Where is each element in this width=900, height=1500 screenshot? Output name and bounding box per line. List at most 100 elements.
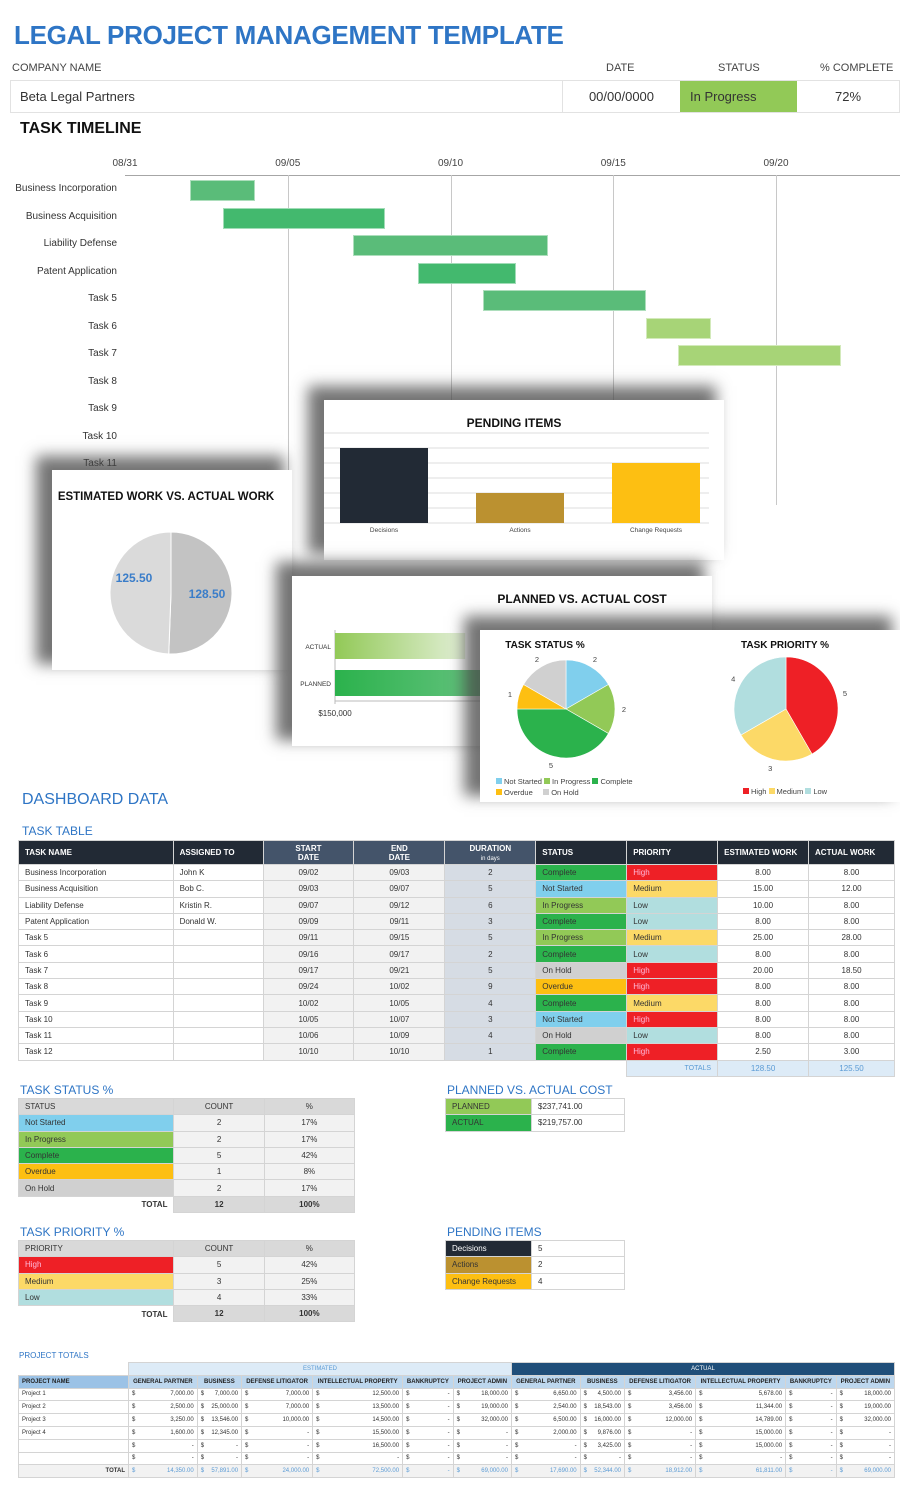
actual-cost-cell[interactable]: - — [795, 1425, 837, 1440]
estimated-cost-cell[interactable]: - — [207, 1451, 243, 1466]
actual-work-cell[interactable]: 8.00 — [808, 1010, 895, 1028]
priority-cell[interactable]: Low — [626, 945, 719, 963]
estimated-cost-cell[interactable]: 32,000.00 — [463, 1413, 512, 1427]
task-name-cell[interactable]: Task 11 — [18, 1026, 174, 1045]
company-field[interactable]: Beta Legal Partners — [11, 81, 563, 112]
status-cell[interactable]: Not Started — [535, 880, 628, 898]
start-date-cell[interactable]: 09/03 — [262, 880, 355, 898]
estimated-cost-cell[interactable]: 2,500.00 — [138, 1400, 198, 1415]
estimated-cost-cell[interactable]: 15,500.00 — [322, 1425, 404, 1440]
estimated-cost-cell[interactable]: 7,000.00 — [251, 1400, 314, 1415]
end-date-cell[interactable]: 10/10 — [353, 1043, 446, 1061]
actual-cost-cell[interactable]: - — [634, 1425, 697, 1440]
task-name-cell[interactable]: Task 5 — [18, 929, 174, 947]
assigned-to-cell[interactable] — [172, 994, 264, 1012]
assigned-to-cell[interactable]: Bob C. — [172, 880, 264, 898]
actual-cost-cell[interactable]: 9,876.00 — [589, 1425, 625, 1440]
actual-cost-cell[interactable]: 15,000.00 — [705, 1425, 787, 1440]
status-cell[interactable]: Overdue — [535, 978, 628, 996]
priority-cell[interactable]: Medium — [626, 994, 719, 1012]
estimated-cost-cell[interactable]: - — [412, 1387, 454, 1402]
task-name-cell[interactable]: Task 12 — [18, 1043, 174, 1061]
estimated-cost-cell[interactable]: - — [412, 1451, 454, 1466]
estimated-cost-cell[interactable]: - — [207, 1438, 243, 1453]
priority-cell[interactable]: High — [626, 978, 719, 996]
estimated-work-cell[interactable]: 8.00 — [717, 945, 810, 963]
actual-cost-cell[interactable]: 14,789.00 — [705, 1413, 787, 1427]
actual-cost-cell[interactable]: - — [521, 1438, 581, 1453]
status-cell[interactable]: Complete — [535, 994, 628, 1012]
end-date-cell[interactable]: 09/12 — [353, 896, 446, 914]
actual-work-cell[interactable]: 3.00 — [808, 1043, 895, 1061]
estimated-cost-cell[interactable]: - — [412, 1400, 454, 1415]
actual-work-cell[interactable]: 8.00 — [808, 945, 895, 963]
estimated-cost-cell[interactable]: - — [463, 1425, 512, 1440]
start-date-cell[interactable]: 09/09 — [262, 912, 355, 931]
estimated-cost-cell[interactable]: - — [463, 1451, 512, 1466]
estimated-cost-cell[interactable]: 7,000.00 — [251, 1387, 314, 1402]
estimated-work-cell[interactable]: 8.00 — [717, 863, 810, 882]
priority-cell[interactable]: Low — [626, 896, 719, 914]
task-name-cell[interactable]: Task 10 — [18, 1010, 174, 1028]
task-name-cell[interactable]: Task 9 — [18, 994, 174, 1012]
actual-cost-cell[interactable]: - — [845, 1438, 895, 1453]
actual-cost-cell[interactable]: - — [795, 1413, 837, 1427]
actual-cost-cell[interactable]: - — [795, 1400, 837, 1415]
actual-work-cell[interactable]: 28.00 — [808, 929, 895, 947]
assigned-to-cell[interactable] — [172, 1043, 264, 1061]
project-name-cell[interactable]: Project 4 — [18, 1425, 129, 1440]
start-date-cell[interactable]: 09/16 — [262, 945, 355, 963]
priority-cell[interactable]: High — [626, 863, 719, 882]
estimated-cost-cell[interactable]: - — [412, 1425, 454, 1440]
start-date-cell[interactable]: 09/11 — [262, 929, 355, 947]
actual-work-cell[interactable]: 12.00 — [808, 880, 895, 898]
task-name-cell[interactable]: Patent Application — [18, 912, 174, 931]
actual-cost-cell[interactable]: 19,000.00 — [845, 1400, 895, 1415]
estimated-cost-cell[interactable]: 12,345.00 — [207, 1425, 243, 1440]
status-cell[interactable]: Complete — [535, 945, 628, 963]
status-cell[interactable]: On Hold — [535, 961, 628, 980]
estimated-cost-cell[interactable]: - — [463, 1438, 512, 1453]
project-name-cell[interactable]: Project 3 — [18, 1413, 129, 1427]
priority-cell[interactable]: High — [626, 961, 719, 980]
status-cell[interactable]: On Hold — [535, 1026, 628, 1045]
end-date-cell[interactable]: 10/07 — [353, 1010, 446, 1028]
status-cell[interactable]: Not Started — [535, 1010, 628, 1028]
actual-work-cell[interactable]: 8.00 — [808, 994, 895, 1012]
estimated-work-cell[interactable]: 25.00 — [717, 929, 810, 947]
estimated-cost-cell[interactable]: 25,000.00 — [207, 1400, 243, 1415]
estimated-cost-cell[interactable]: - — [138, 1438, 198, 1453]
project-name-cell[interactable] — [18, 1451, 129, 1466]
actual-work-cell[interactable]: 8.00 — [808, 978, 895, 996]
assigned-to-cell[interactable] — [172, 978, 264, 996]
actual-cost-cell[interactable]: - — [845, 1425, 895, 1440]
estimated-work-cell[interactable]: 8.00 — [717, 1010, 810, 1028]
assigned-to-cell[interactable] — [172, 945, 264, 963]
estimated-cost-cell[interactable]: 3,250.00 — [138, 1413, 198, 1427]
gantt-bar[interactable] — [417, 262, 516, 284]
end-date-cell[interactable]: 09/17 — [353, 945, 446, 963]
actual-work-cell[interactable]: 8.00 — [808, 863, 895, 882]
project-name-cell[interactable] — [18, 1438, 129, 1453]
assigned-to-cell[interactable]: Kristin R. — [172, 896, 264, 914]
end-date-cell[interactable]: 10/09 — [353, 1026, 446, 1045]
estimated-cost-cell[interactable]: 1,600.00 — [138, 1425, 198, 1440]
actual-cost-cell[interactable]: - — [589, 1451, 625, 1466]
actual-cost-cell[interactable]: 5,678.00 — [705, 1387, 787, 1402]
actual-cost-cell[interactable]: - — [845, 1451, 895, 1466]
actual-cost-cell[interactable]: 6,500.00 — [521, 1413, 581, 1427]
project-name-cell[interactable]: Project 2 — [18, 1400, 129, 1415]
end-date-cell[interactable]: 09/15 — [353, 929, 446, 947]
estimated-work-cell[interactable]: 20.00 — [717, 961, 810, 980]
actual-cost-cell[interactable]: - — [521, 1451, 581, 1466]
task-name-cell[interactable]: Task 7 — [18, 961, 174, 980]
actual-cost-cell[interactable]: 2,540.00 — [521, 1400, 581, 1415]
priority-cell[interactable]: High — [626, 1010, 719, 1028]
assigned-to-cell[interactable] — [172, 1026, 264, 1045]
status-cell[interactable]: In Progress — [535, 929, 628, 947]
actual-cost-cell[interactable]: - — [634, 1451, 697, 1466]
end-date-cell[interactable]: 10/05 — [353, 994, 446, 1012]
actual-work-cell[interactable]: 8.00 — [808, 912, 895, 931]
end-date-cell[interactable]: 10/02 — [353, 978, 446, 996]
status-cell[interactable]: Complete — [535, 912, 628, 931]
